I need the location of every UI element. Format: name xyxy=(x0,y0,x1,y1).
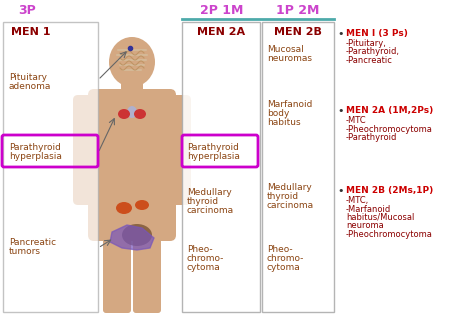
Text: Medullary: Medullary xyxy=(187,188,232,197)
FancyBboxPatch shape xyxy=(262,22,334,312)
Text: •: • xyxy=(337,186,344,196)
Text: -Parathyroid,: -Parathyroid, xyxy=(346,47,400,57)
Text: adenoma: adenoma xyxy=(9,82,51,91)
Text: cytoma: cytoma xyxy=(187,263,221,272)
Text: thyroid: thyroid xyxy=(267,192,299,201)
Text: Medullary: Medullary xyxy=(267,183,312,192)
Text: Parathyroid: Parathyroid xyxy=(187,143,239,152)
Polygon shape xyxy=(110,225,154,250)
Text: habitus/Mucosal: habitus/Mucosal xyxy=(346,213,414,222)
Text: cytoma: cytoma xyxy=(267,263,301,272)
FancyBboxPatch shape xyxy=(103,217,131,313)
Text: hyperplasia: hyperplasia xyxy=(187,152,240,161)
Text: chromo-: chromo- xyxy=(267,254,304,263)
Text: Parathyroid: Parathyroid xyxy=(9,143,61,152)
Text: Marfanoid: Marfanoid xyxy=(267,100,312,109)
FancyBboxPatch shape xyxy=(73,95,101,205)
FancyBboxPatch shape xyxy=(121,82,143,104)
Text: Pituitary: Pituitary xyxy=(9,73,47,82)
FancyBboxPatch shape xyxy=(133,217,161,313)
Text: hyperplasia: hyperplasia xyxy=(9,152,62,161)
Text: thyroid: thyroid xyxy=(187,197,219,206)
FancyBboxPatch shape xyxy=(163,95,191,205)
Text: MEN 2A (1M,2Ps): MEN 2A (1M,2Ps) xyxy=(346,106,433,115)
Text: Pancreatic: Pancreatic xyxy=(9,238,56,247)
Ellipse shape xyxy=(135,200,149,210)
Text: 2P 1M: 2P 1M xyxy=(201,3,244,17)
Text: neuromas: neuromas xyxy=(267,54,312,63)
Text: -MTC: -MTC xyxy=(346,116,366,125)
Text: -Pancreatic: -Pancreatic xyxy=(346,56,393,65)
Text: -Parathyroid: -Parathyroid xyxy=(346,133,397,142)
Text: MEN 2B: MEN 2B xyxy=(274,27,322,37)
Text: -Pituitary,: -Pituitary, xyxy=(346,39,387,48)
Text: tumors: tumors xyxy=(9,247,41,256)
Text: 3P: 3P xyxy=(18,3,36,17)
Text: Pheo-: Pheo- xyxy=(187,245,213,254)
FancyBboxPatch shape xyxy=(88,89,176,241)
Text: -Pheochromocytoma: -Pheochromocytoma xyxy=(346,125,433,134)
Ellipse shape xyxy=(122,224,152,246)
FancyBboxPatch shape xyxy=(182,22,260,312)
Text: MEN 2B (2Ms,1P): MEN 2B (2Ms,1P) xyxy=(346,186,433,195)
Ellipse shape xyxy=(109,37,155,87)
Text: body: body xyxy=(267,109,289,118)
Text: 1P 2M: 1P 2M xyxy=(276,3,319,17)
Text: •: • xyxy=(337,29,344,39)
Text: carcinoma: carcinoma xyxy=(267,201,314,210)
Text: -Marfanoid: -Marfanoid xyxy=(346,204,391,213)
Text: habitus: habitus xyxy=(267,118,301,127)
Text: neuroma: neuroma xyxy=(346,222,384,231)
Ellipse shape xyxy=(116,202,132,214)
Text: chromo-: chromo- xyxy=(187,254,224,263)
Text: MEN 2A: MEN 2A xyxy=(197,27,245,37)
Text: Pheo-: Pheo- xyxy=(267,245,292,254)
Text: MEN 1: MEN 1 xyxy=(11,27,51,37)
Ellipse shape xyxy=(134,109,146,119)
FancyBboxPatch shape xyxy=(3,22,98,312)
Ellipse shape xyxy=(127,106,137,118)
Text: MEN I (3 Ps): MEN I (3 Ps) xyxy=(346,29,408,38)
Text: Mucosal: Mucosal xyxy=(267,45,304,54)
Text: -Pheochromocytoma: -Pheochromocytoma xyxy=(346,230,433,239)
Text: carcinoma: carcinoma xyxy=(187,206,234,215)
Text: •: • xyxy=(337,106,344,116)
Text: -MTC,: -MTC, xyxy=(346,196,369,205)
Ellipse shape xyxy=(118,109,130,119)
